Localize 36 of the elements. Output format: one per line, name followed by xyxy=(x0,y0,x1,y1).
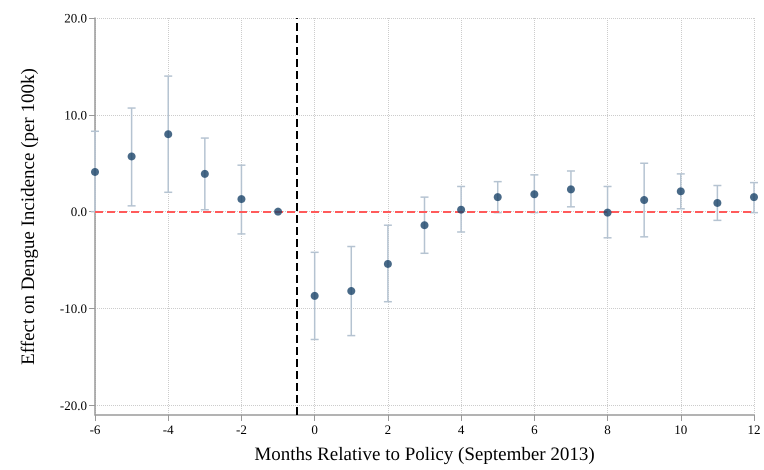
point xyxy=(164,130,172,138)
y-axis-title: Effect on Dengue Incidence (per 100k) xyxy=(18,68,39,365)
point xyxy=(566,185,575,194)
point xyxy=(128,152,136,160)
point xyxy=(494,193,502,202)
point xyxy=(91,168,99,176)
x-tick-label: 12 xyxy=(748,422,760,437)
point xyxy=(457,206,466,214)
x-tick-label: 8 xyxy=(604,422,611,437)
point xyxy=(200,170,209,178)
x-tick-label: 6 xyxy=(531,422,538,437)
x-axis-title: Months Relative to Policy (September 2013) xyxy=(254,444,595,465)
x-tick-label: 4 xyxy=(458,422,465,437)
point xyxy=(713,198,722,207)
y-tick-label: -10.0 xyxy=(60,300,87,316)
point xyxy=(237,195,246,204)
x-tick-label: 10 xyxy=(674,422,688,437)
point xyxy=(750,193,758,202)
y-tick-label: -20.0 xyxy=(60,398,87,413)
point xyxy=(604,208,612,217)
point xyxy=(310,292,319,300)
point xyxy=(530,190,538,198)
point xyxy=(420,221,428,230)
y-tick-label: 20.0 xyxy=(64,10,87,26)
x-tick-label: -4 xyxy=(162,422,174,437)
point xyxy=(274,208,282,216)
point xyxy=(384,260,392,268)
y-tick-label: 0.0 xyxy=(70,204,87,220)
x-tick-label: -6 xyxy=(90,422,101,437)
x-tick-label: 2 xyxy=(384,422,392,437)
point xyxy=(676,187,685,196)
y-tick-label: 10.0 xyxy=(64,107,87,122)
x-tick-label: 0 xyxy=(311,422,318,437)
point xyxy=(347,287,356,296)
point xyxy=(640,196,648,204)
x-tick-label: -2 xyxy=(236,422,247,437)
